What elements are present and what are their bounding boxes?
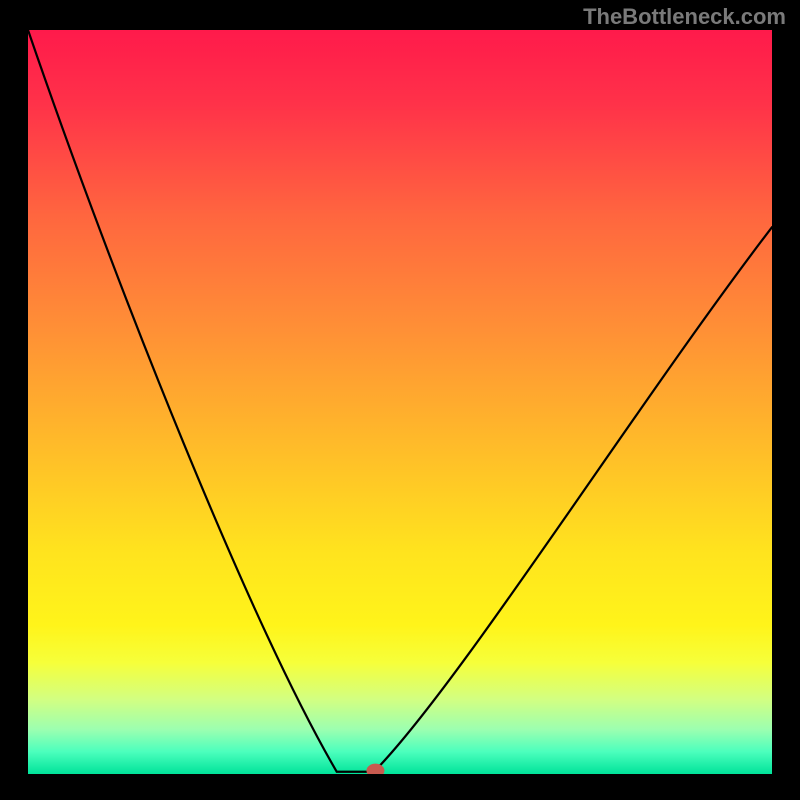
watermark-text: TheBottleneck.com bbox=[583, 4, 786, 30]
minimum-marker bbox=[366, 764, 384, 774]
stage: TheBottleneck.com bbox=[0, 0, 800, 800]
bottleneck-curve bbox=[28, 30, 772, 774]
plot-area bbox=[28, 30, 772, 774]
